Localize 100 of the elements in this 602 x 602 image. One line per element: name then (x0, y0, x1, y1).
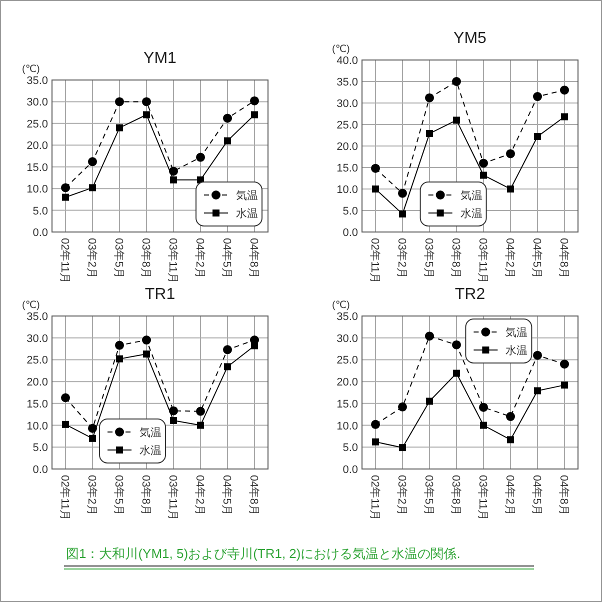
x-tick-label: 03年8月 (450, 238, 462, 278)
y-tick-label: 15.0 (336, 162, 358, 174)
point (398, 188, 407, 198)
point (143, 350, 150, 358)
point (453, 116, 460, 124)
point (507, 186, 514, 192)
x-tick-label: 03年11月 (476, 238, 488, 284)
point (534, 387, 541, 394)
point (223, 345, 232, 354)
point (371, 164, 380, 173)
x-tick-label: 04年2月 (194, 475, 206, 516)
point (426, 398, 433, 405)
point (453, 370, 460, 377)
y-tick-label: 5.0 (32, 442, 48, 454)
x-tick-label: 04年5月 (220, 475, 232, 516)
point (398, 402, 407, 412)
x-tick-label: 03年5月 (422, 238, 434, 278)
y-tick-label: 0.0 (342, 227, 358, 239)
y-tick-label: 20.0 (26, 376, 48, 389)
point (143, 111, 150, 118)
point (506, 149, 515, 158)
y-tick-label: 40.0 (336, 55, 358, 67)
point (506, 412, 515, 422)
y-axis-title: (℃) (332, 44, 350, 55)
point (479, 158, 488, 168)
point (89, 184, 96, 192)
x-tick-label: 03年2月 (86, 475, 98, 516)
y-tick-label: 0.0 (32, 227, 48, 239)
point (142, 97, 151, 106)
x-tick-label: 03年2月 (396, 238, 408, 278)
point (115, 97, 124, 106)
point (480, 422, 487, 429)
point (479, 402, 488, 412)
y-tick-label: 30.0 (336, 332, 358, 345)
x-tick-label: 03年8月 (140, 475, 152, 516)
x-tick-label: 03年5月 (112, 238, 124, 278)
y-tick-label: 25.0 (26, 118, 48, 130)
y-tick-label: 25.0 (336, 354, 358, 367)
x-tick-label: 04年2月 (504, 475, 516, 516)
y-tick-label: 15.0 (26, 398, 48, 410)
point (452, 340, 461, 350)
y-tick-label: 10.0 (26, 420, 48, 432)
x-tick-label: 03年2月 (396, 475, 408, 516)
legend-label: 水温 (506, 344, 528, 357)
point (251, 111, 258, 118)
point (116, 124, 123, 132)
point (561, 382, 568, 389)
point (250, 96, 259, 106)
point (533, 350, 542, 360)
x-tick-label: 03年11月 (166, 238, 178, 284)
chart-title: YM5 (454, 30, 487, 47)
point (425, 93, 434, 102)
point (372, 186, 379, 192)
y-tick-label: 20.0 (336, 141, 358, 153)
caption: 図1：大和川(YM1, 5)および寺川(TR1, 2)における気温と水温の関係. (66, 546, 460, 561)
point (251, 342, 258, 350)
y-tick-label: 30.0 (26, 332, 48, 345)
chart-title: TR1 (144, 286, 176, 303)
point (116, 355, 123, 362)
point (399, 210, 406, 218)
legend-label: 水温 (460, 207, 482, 220)
y-tick-label: 20.0 (26, 140, 48, 152)
point (62, 194, 69, 201)
x-tick-label: 04年5月 (220, 238, 232, 278)
y-tick-label: 15.0 (336, 398, 358, 410)
y-tick-label: 25.0 (336, 120, 358, 132)
point (452, 77, 461, 86)
point (62, 420, 69, 428)
legend-label: 気温 (460, 190, 482, 202)
y-tick-label: 15.0 (26, 162, 48, 174)
point (372, 438, 379, 446)
point (534, 133, 541, 140)
x-tick-label: 02年11月 (58, 238, 70, 284)
y-tick-label: 5.0 (342, 442, 358, 454)
x-tick-label: 04年8月 (248, 238, 260, 278)
x-tick-label: 03年8月 (450, 475, 462, 516)
y-axis-title: (℃) (22, 64, 40, 75)
y-tick-label: 20.0 (336, 376, 358, 389)
point (533, 92, 542, 102)
point (224, 363, 231, 370)
x-tick-label: 04年8月 (248, 475, 260, 516)
point (89, 434, 96, 442)
point (426, 130, 433, 138)
point (61, 183, 70, 192)
point (88, 157, 97, 166)
y-tick-label: 10.0 (336, 184, 358, 196)
y-tick-label: 30.0 (336, 98, 358, 110)
x-tick-label: 02年11月 (368, 238, 380, 284)
y-axis-title: (℃) (22, 300, 40, 311)
x-tick-label: 04年8月 (558, 475, 570, 516)
legend-label: 水温 (236, 207, 258, 220)
point (115, 340, 124, 350)
point (560, 86, 569, 95)
x-tick-label: 03年5月 (112, 475, 124, 516)
x-tick-label: 03年2月 (86, 238, 98, 278)
x-tick-label: 03年5月 (422, 475, 434, 516)
point (561, 113, 568, 120)
point (223, 114, 232, 123)
x-tick-label: 02年11月 (368, 475, 380, 521)
x-tick-label: 03年11月 (166, 475, 178, 521)
